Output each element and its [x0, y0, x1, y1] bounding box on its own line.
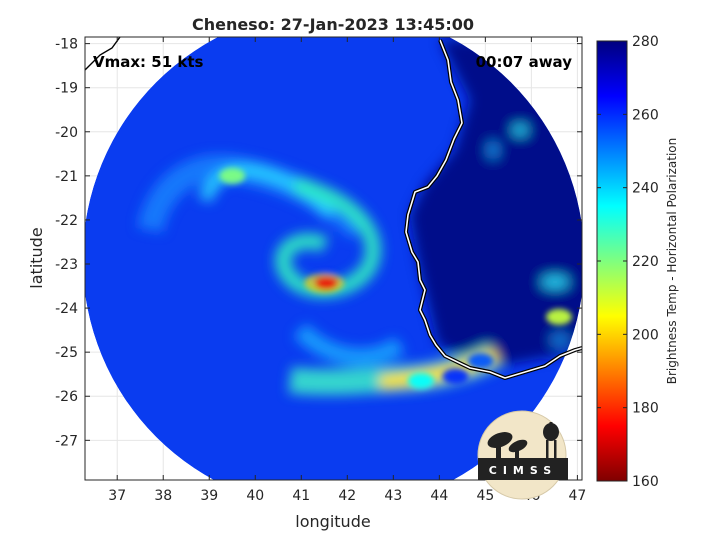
x-tick-label: 43 — [384, 488, 402, 504]
y-tick-label: -27 — [55, 433, 78, 449]
x-tick-label: 42 — [338, 488, 356, 504]
chart-title: Cheneso: 27-Jan-2023 13:45:00 — [192, 15, 474, 34]
y-tick-label: -18 — [55, 37, 78, 53]
swath-background — [85, 37, 582, 480]
x-tick-label: 44 — [430, 488, 448, 504]
rainband-south — [293, 323, 405, 366]
coastline-highlight — [405, 39, 582, 379]
coastline-northwest — [85, 37, 121, 71]
x-tick-label: 40 — [246, 488, 264, 504]
water-tower-icon — [543, 422, 559, 462]
satellite-dish-icon — [487, 432, 528, 459]
y-tick-label: -25 — [55, 345, 78, 361]
axes-frame — [84, 36, 583, 481]
colorbar-label: Brightness Temp - Horizontal Polarizatio… — [665, 138, 679, 385]
x-tick-label: 39 — [200, 488, 218, 504]
eyewall-core — [315, 277, 338, 290]
colorbar-ticks: 160 180 200 220 240 260 280 — [597, 34, 659, 490]
colorbar — [596, 40, 628, 482]
x-axis-label: longitude — [295, 512, 370, 531]
colorbar-tick-label: 240 — [632, 181, 659, 197]
cell-southwest — [550, 332, 570, 348]
y-tick-label: -21 — [55, 169, 78, 185]
y-tick-label: -26 — [55, 389, 78, 405]
time-away-label: 00:07 away — [476, 53, 573, 71]
colorbar-tick-label: 220 — [632, 254, 659, 270]
colorbar-tick-label: 260 — [632, 107, 659, 123]
x-axis: 3738394041424344454647 — [108, 37, 586, 504]
y-tick-label: -23 — [55, 257, 78, 273]
y-tick-label: -24 — [55, 301, 78, 317]
cell-east-1 — [541, 275, 569, 289]
rainband-west — [198, 163, 336, 220]
feature-cell — [407, 372, 434, 389]
x-tick-label: 41 — [292, 488, 310, 504]
y-tick-label: -20 — [55, 125, 78, 141]
x-tick-label: 47 — [568, 488, 586, 504]
feature-cell — [545, 308, 572, 325]
cimss-logo-text: CIMSS — [489, 464, 557, 477]
y-axis-label: latitude — [27, 227, 46, 288]
cell-east-3 — [487, 141, 499, 159]
cell-east-2 — [512, 124, 528, 136]
x-tick-label: 37 — [108, 488, 126, 504]
colorbar-tick-label: 160 — [632, 474, 659, 490]
vmax-label: Vmax: 51 kts — [93, 53, 203, 71]
colorbar-tick-label: 180 — [632, 401, 659, 417]
colorbar-tick-label: 280 — [632, 34, 659, 50]
x-tick-label: 45 — [476, 488, 494, 504]
colorbar-tick-label: 200 — [632, 327, 659, 343]
y-tick-label: -22 — [55, 213, 78, 229]
feature-cell — [219, 167, 246, 184]
feature-cell — [442, 368, 469, 385]
feature-cell — [467, 352, 494, 369]
y-tick-label: -19 — [55, 81, 78, 97]
cimss-logo: CIMSS — [477, 410, 568, 500]
y-axis: -18 -19 -20 -21 -22 -23 -24 -25 -26 -27 — [55, 37, 582, 449]
x-tick-label: 38 — [154, 488, 172, 504]
